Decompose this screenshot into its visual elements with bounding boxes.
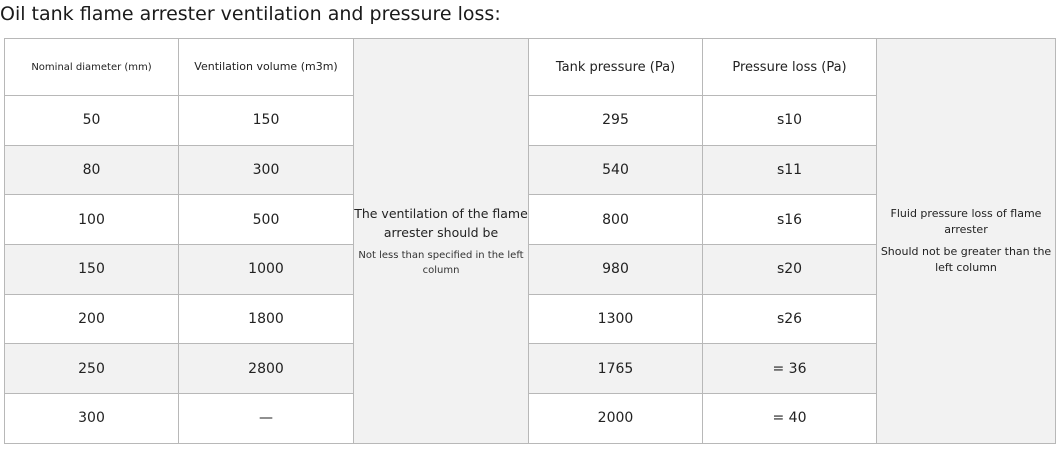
cell-pressure-loss: s10 xyxy=(702,95,877,146)
cell-pressure-loss: = 36 xyxy=(702,343,877,395)
ventilation-note-main: The ventilation of the flame arrester sh… xyxy=(354,205,528,240)
cell-pressure-loss: s11 xyxy=(702,144,877,196)
cell-pressure-loss: s16 xyxy=(702,194,877,246)
cell-tank-pressure: 980 xyxy=(528,244,703,295)
cell-diameter: 80 xyxy=(4,144,179,196)
table-row: 50 150 295 s10 xyxy=(4,95,1056,146)
flame-arrester-table: Nominal diameter (mm) Ventilation volume… xyxy=(4,38,1056,444)
pressure-loss-note-cell: Fluid pressure loss of flame arrester Sh… xyxy=(876,38,1056,444)
cell-ventilation: 1000 xyxy=(178,244,354,295)
cell-ventilation: 2800 xyxy=(178,343,354,395)
cell-tank-pressure: 1300 xyxy=(528,293,703,345)
pressure-loss-note-sub: Should not be greater than the left colu… xyxy=(880,244,1052,274)
cell-diameter: 200 xyxy=(4,293,179,345)
cell-pressure-loss: = 40 xyxy=(702,393,877,444)
header-nominal-diameter: Nominal diameter (mm) xyxy=(4,38,179,96)
pressure-loss-note-main: Fluid pressure loss of flame arrester xyxy=(890,206,1042,236)
page-title: Oil tank flame arrester ventilation and … xyxy=(0,3,501,25)
table-row: 80 300 540 s11 xyxy=(4,144,1056,196)
ventilation-note-cell: The ventilation of the flame arrester sh… xyxy=(353,38,529,444)
cell-tank-pressure: 1765 xyxy=(528,343,703,395)
cell-ventilation: — xyxy=(178,393,354,444)
header-tank-pressure: Tank pressure (Pa) xyxy=(528,38,703,96)
cell-diameter: 100 xyxy=(4,194,179,246)
cell-tank-pressure: 540 xyxy=(528,144,703,196)
cell-tank-pressure: 295 xyxy=(528,95,703,146)
cell-tank-pressure: 2000 xyxy=(528,393,703,444)
cell-diameter: 300 xyxy=(4,393,179,444)
header-pressure-loss: Pressure loss (Pa) xyxy=(702,38,877,96)
table-row: 250 2800 1765 = 36 xyxy=(4,343,1056,395)
cell-diameter: 250 xyxy=(4,343,179,395)
cell-diameter: 150 xyxy=(4,244,179,295)
table-row: 200 1800 1300 s26 xyxy=(4,293,1056,345)
table-header-row: Nominal diameter (mm) Ventilation volume… xyxy=(4,38,1056,444)
cell-tank-pressure: 800 xyxy=(528,194,703,246)
cell-ventilation: 1800 xyxy=(178,293,354,345)
cell-pressure-loss: s20 xyxy=(702,244,877,295)
cell-ventilation: 500 xyxy=(178,194,354,246)
table-row: 150 1000 980 s20 xyxy=(4,244,1056,295)
cell-diameter: 50 xyxy=(4,95,179,146)
cell-pressure-loss: s26 xyxy=(702,293,877,345)
table-row: 100 500 800 s16 xyxy=(4,194,1056,246)
header-ventilation-volume: Ventilation volume (m3m) xyxy=(178,38,354,96)
table-row: 300 — 2000 = 40 xyxy=(4,393,1056,444)
cell-ventilation: 150 xyxy=(178,95,354,146)
ventilation-note-sub: Not less than specified in the left colu… xyxy=(358,249,524,276)
cell-ventilation: 300 xyxy=(178,144,354,196)
